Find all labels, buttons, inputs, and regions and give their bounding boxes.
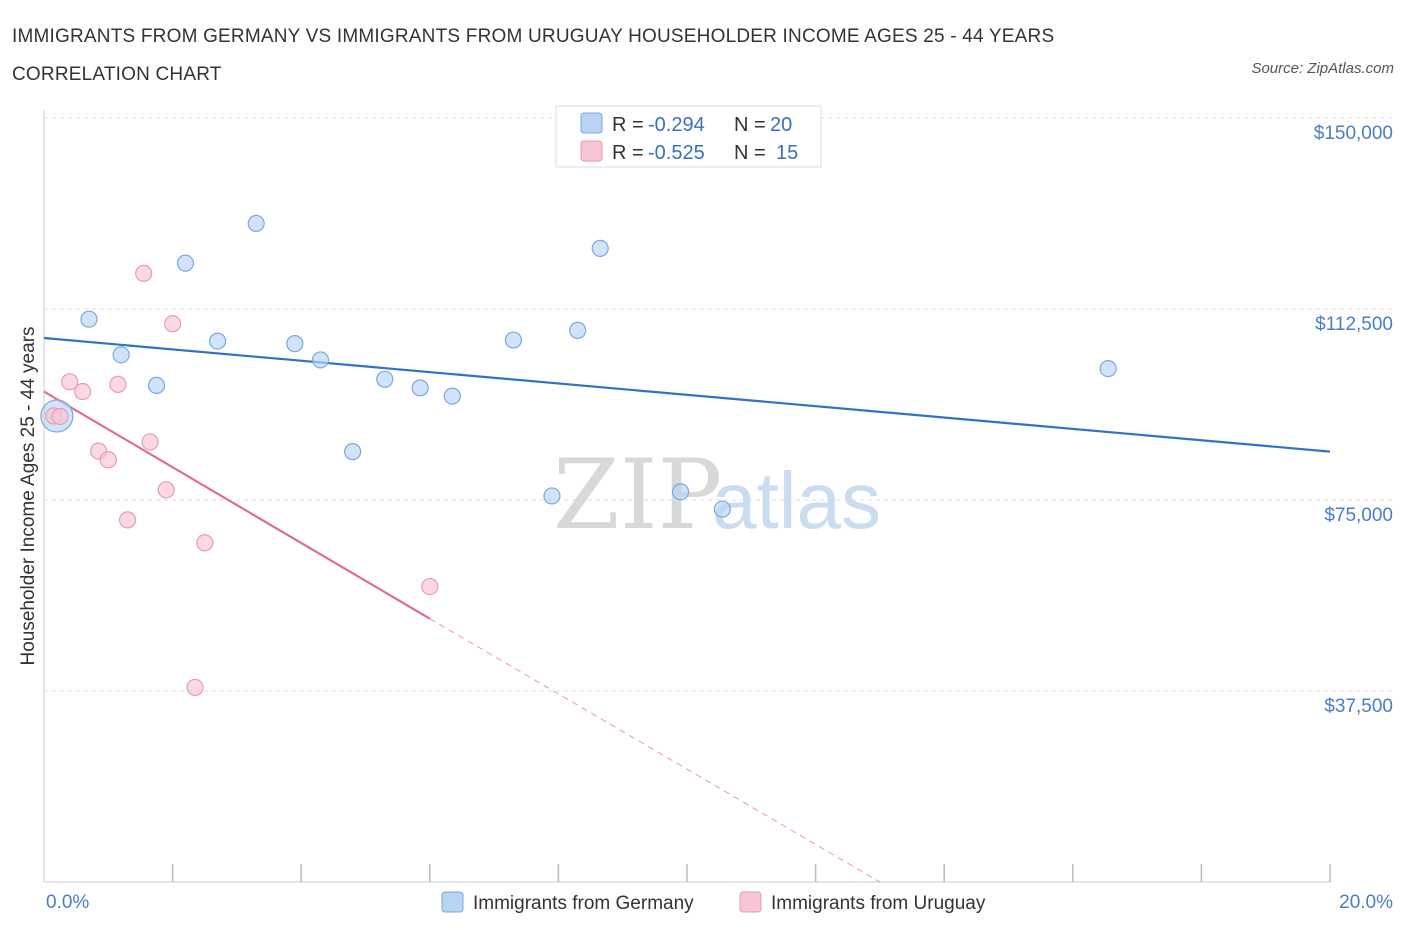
data-point-germany (247, 214, 265, 233)
data-point-germany (411, 379, 429, 397)
data-point-uruguay (164, 315, 182, 333)
data-point-germany (176, 254, 195, 272)
source-label: Source: ZipAtlas.com (1251, 60, 1394, 77)
data-point-germany (671, 483, 690, 501)
data-point-germany (543, 487, 561, 505)
data-point-germany (80, 310, 98, 328)
trend-line-germany (43, 336, 1331, 453)
legend-n-label-germany: N = (734, 114, 766, 136)
legend-r-label-uruguay: R = (612, 142, 644, 164)
data-point-uruguay (99, 451, 117, 469)
y-axis-label: Householder Income Ages 25 - 44 years (18, 326, 39, 665)
top-legend: R = -0.294 N = 20 R = -0.525 N = 15 (555, 105, 822, 168)
y-tick-label: $75,000 (1324, 505, 1393, 526)
legend-r-value-germany: -0.294 (648, 114, 705, 136)
data-point-uruguay (61, 373, 79, 391)
y-tick-label: $37,500 (1324, 696, 1393, 717)
data-point-uruguay (109, 375, 127, 393)
data-point-uruguay (186, 678, 204, 697)
data-point-uruguay (51, 407, 69, 426)
grid-layer (44, 117, 1392, 692)
points-layer (40, 214, 1117, 697)
data-point-germany (286, 335, 304, 353)
data-point-germany (209, 332, 227, 350)
bottom-legend-label-uruguay: Immigrants from Uruguay (771, 893, 986, 914)
bottom-legend-label-germany: Immigrants from Germany (473, 893, 694, 914)
watermark-atlas: atlas (712, 456, 881, 545)
data-point-germany (713, 500, 731, 518)
legend-swatch-uruguay (580, 140, 603, 162)
data-point-uruguay (135, 264, 153, 282)
trend-layer (43, 336, 1331, 883)
ticks-layer: $37,500 $75,000 $112,500 $150,000 0.0% 20.0% (46, 123, 1393, 913)
x-tick-label-end: 20.0% (1339, 892, 1393, 913)
data-point-germany (591, 239, 609, 257)
y-tick-label: $112,500 (1315, 314, 1393, 335)
legend-r-value-uruguay: -0.525 (648, 142, 705, 164)
x-tick-label-start: 0.0% (46, 892, 89, 913)
bottom-legend-swatch-germany (441, 891, 464, 913)
data-point-germany (112, 346, 130, 364)
data-point-uruguay (73, 382, 92, 401)
watermark-zip: ZIP (553, 439, 722, 551)
chart-title: IMMIGRANTS FROM GERMANY VS IMMIGRANTS FR… (12, 26, 1055, 85)
data-point-germany (504, 331, 522, 349)
data-point-uruguay (157, 481, 175, 499)
legend-r-label-germany: R = (612, 114, 644, 136)
watermark: ZIP atlas (553, 439, 881, 551)
legend-n-label-uruguay: N = (734, 142, 766, 164)
bottom-legend: Immigrants from Germany Immigrants from … (441, 891, 986, 914)
data-point-uruguay (421, 577, 439, 596)
data-point-uruguay (141, 433, 159, 451)
data-point-germany (443, 387, 461, 405)
data-point-uruguay (196, 534, 214, 552)
legend-swatch-germany (580, 112, 603, 134)
bottom-legend-swatch-uruguay (739, 891, 762, 913)
data-point-germany (147, 376, 166, 394)
data-point-germany (1099, 359, 1117, 378)
trend-line-uruguay (43, 390, 431, 620)
y-tick-label: $150,000 (1314, 123, 1393, 144)
data-point-germany (311, 351, 330, 369)
data-point-uruguay (118, 511, 137, 529)
trend-line-uruguay-extension (429, 618, 881, 883)
legend-n-value-uruguay: 15 (776, 142, 798, 164)
data-point-germany (344, 443, 362, 461)
legend-n-value-germany: 20 (770, 114, 792, 136)
data-point-germany (569, 321, 587, 339)
data-point-germany (376, 370, 394, 388)
